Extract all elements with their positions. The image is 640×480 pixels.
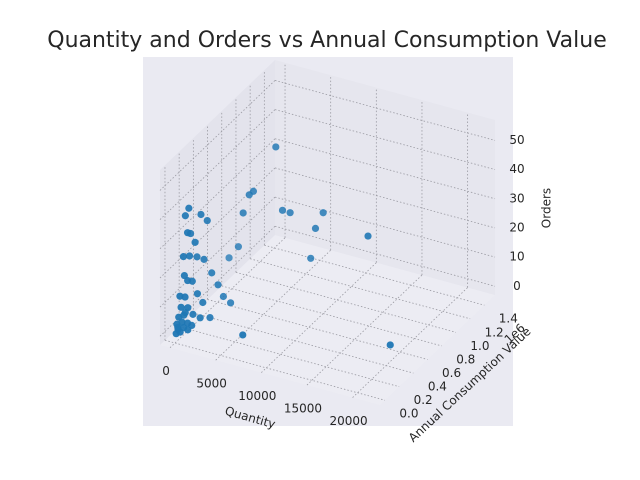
point: [239, 331, 247, 339]
point: [239, 209, 247, 217]
grid-line: [274, 80, 496, 141]
point: [203, 217, 211, 225]
point: [181, 293, 189, 301]
grid-line: [193, 312, 414, 374]
point: [272, 143, 280, 151]
y-tick-label: 0.2: [414, 393, 433, 407]
point: [188, 277, 196, 285]
x-tick-label: 20000: [330, 414, 368, 428]
point: [364, 232, 372, 240]
point: [286, 209, 294, 217]
x-tick-label: 10000: [238, 389, 276, 403]
grid-line: [274, 196, 496, 258]
grid-line: [274, 167, 496, 229]
right-pane: [275, 60, 495, 295]
point: [179, 253, 188, 261]
grid-line: [235, 271, 457, 333]
point: [184, 326, 192, 334]
y-tick-label: 1.4: [499, 312, 518, 326]
point: [249, 187, 258, 195]
z-tick-label: 30: [509, 191, 524, 205]
y-tick-label: 1.2: [485, 325, 504, 339]
grid-line: [274, 138, 496, 200]
point: [386, 341, 394, 349]
left-pane: [160, 60, 275, 345]
z-tick-label: 0: [513, 279, 521, 293]
y-tick-label: 0.6: [442, 366, 461, 380]
z-axis-label: Orders: [540, 188, 554, 228]
point: [186, 229, 195, 238]
point: [189, 310, 197, 318]
y-tick-label: 0.8: [456, 352, 475, 366]
grid-line: [250, 258, 471, 320]
grid-line: [221, 285, 442, 347]
z-tick-label: 20: [509, 220, 524, 234]
grid-line: [179, 326, 400, 388]
z-tick-label: 40: [509, 162, 524, 176]
point: [311, 224, 320, 232]
chart-title: Quantity and Orders vs Annual Consumptio…: [47, 28, 606, 53]
point: [225, 254, 233, 262]
point: [226, 299, 235, 307]
grid-line: [207, 299, 428, 360]
point: [193, 290, 202, 298]
point: [319, 209, 327, 217]
point: [174, 323, 182, 332]
point: [193, 253, 201, 261]
point: [185, 204, 193, 212]
grid-line: [164, 339, 386, 401]
x-tick-label: 5000: [196, 377, 227, 391]
grid-line: [274, 225, 496, 287]
point: [199, 298, 207, 307]
z-tick-label: 50: [509, 133, 524, 147]
point: [206, 313, 214, 322]
point: [278, 206, 287, 214]
point: [185, 252, 194, 260]
point: [219, 292, 227, 301]
point: [181, 308, 189, 317]
y-tick-label: 0.4: [428, 380, 447, 394]
x-tick-label: 0: [162, 364, 170, 378]
point: [177, 303, 185, 311]
point: [178, 318, 186, 326]
grid-line: [264, 244, 485, 306]
x-tick-label: 15000: [284, 402, 322, 416]
point: [197, 210, 205, 219]
point: [214, 281, 222, 289]
point: [196, 314, 204, 322]
grid-line: [274, 109, 496, 170]
point: [208, 269, 216, 277]
point: [307, 254, 315, 262]
point: [200, 255, 208, 263]
point: [181, 212, 189, 220]
z-tick-label: 10: [509, 250, 524, 264]
y-tick-label: 0.0: [399, 407, 418, 421]
point: [191, 238, 199, 246]
point: [234, 243, 242, 251]
y-tick-label: 1.0: [470, 339, 489, 353]
